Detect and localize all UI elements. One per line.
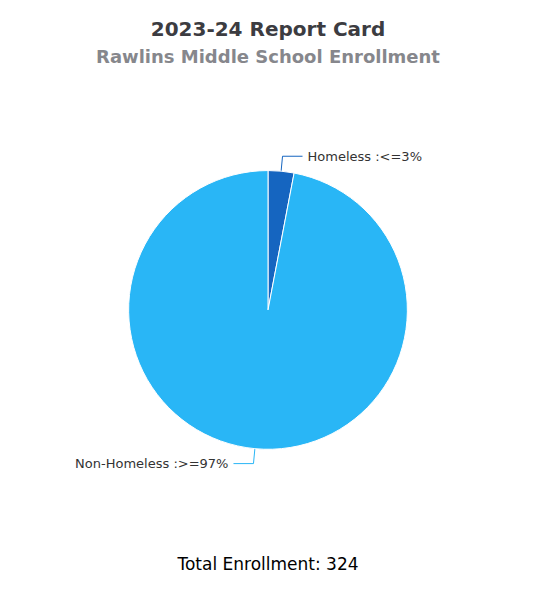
svg-text:Rawlins Middle School Enrollme: Rawlins Middle School Enrollment: [96, 46, 440, 67]
svg-text:Total Enrollment: 324: Total Enrollment: 324: [176, 554, 358, 574]
svg-text:Homeless :<=3%: Homeless :<=3%: [308, 149, 422, 164]
svg-text:2023-24 Report Card: 2023-24 Report Card: [151, 17, 386, 41]
svg-text:Non-Homeless :>=97%: Non-Homeless :>=97%: [75, 456, 228, 471]
